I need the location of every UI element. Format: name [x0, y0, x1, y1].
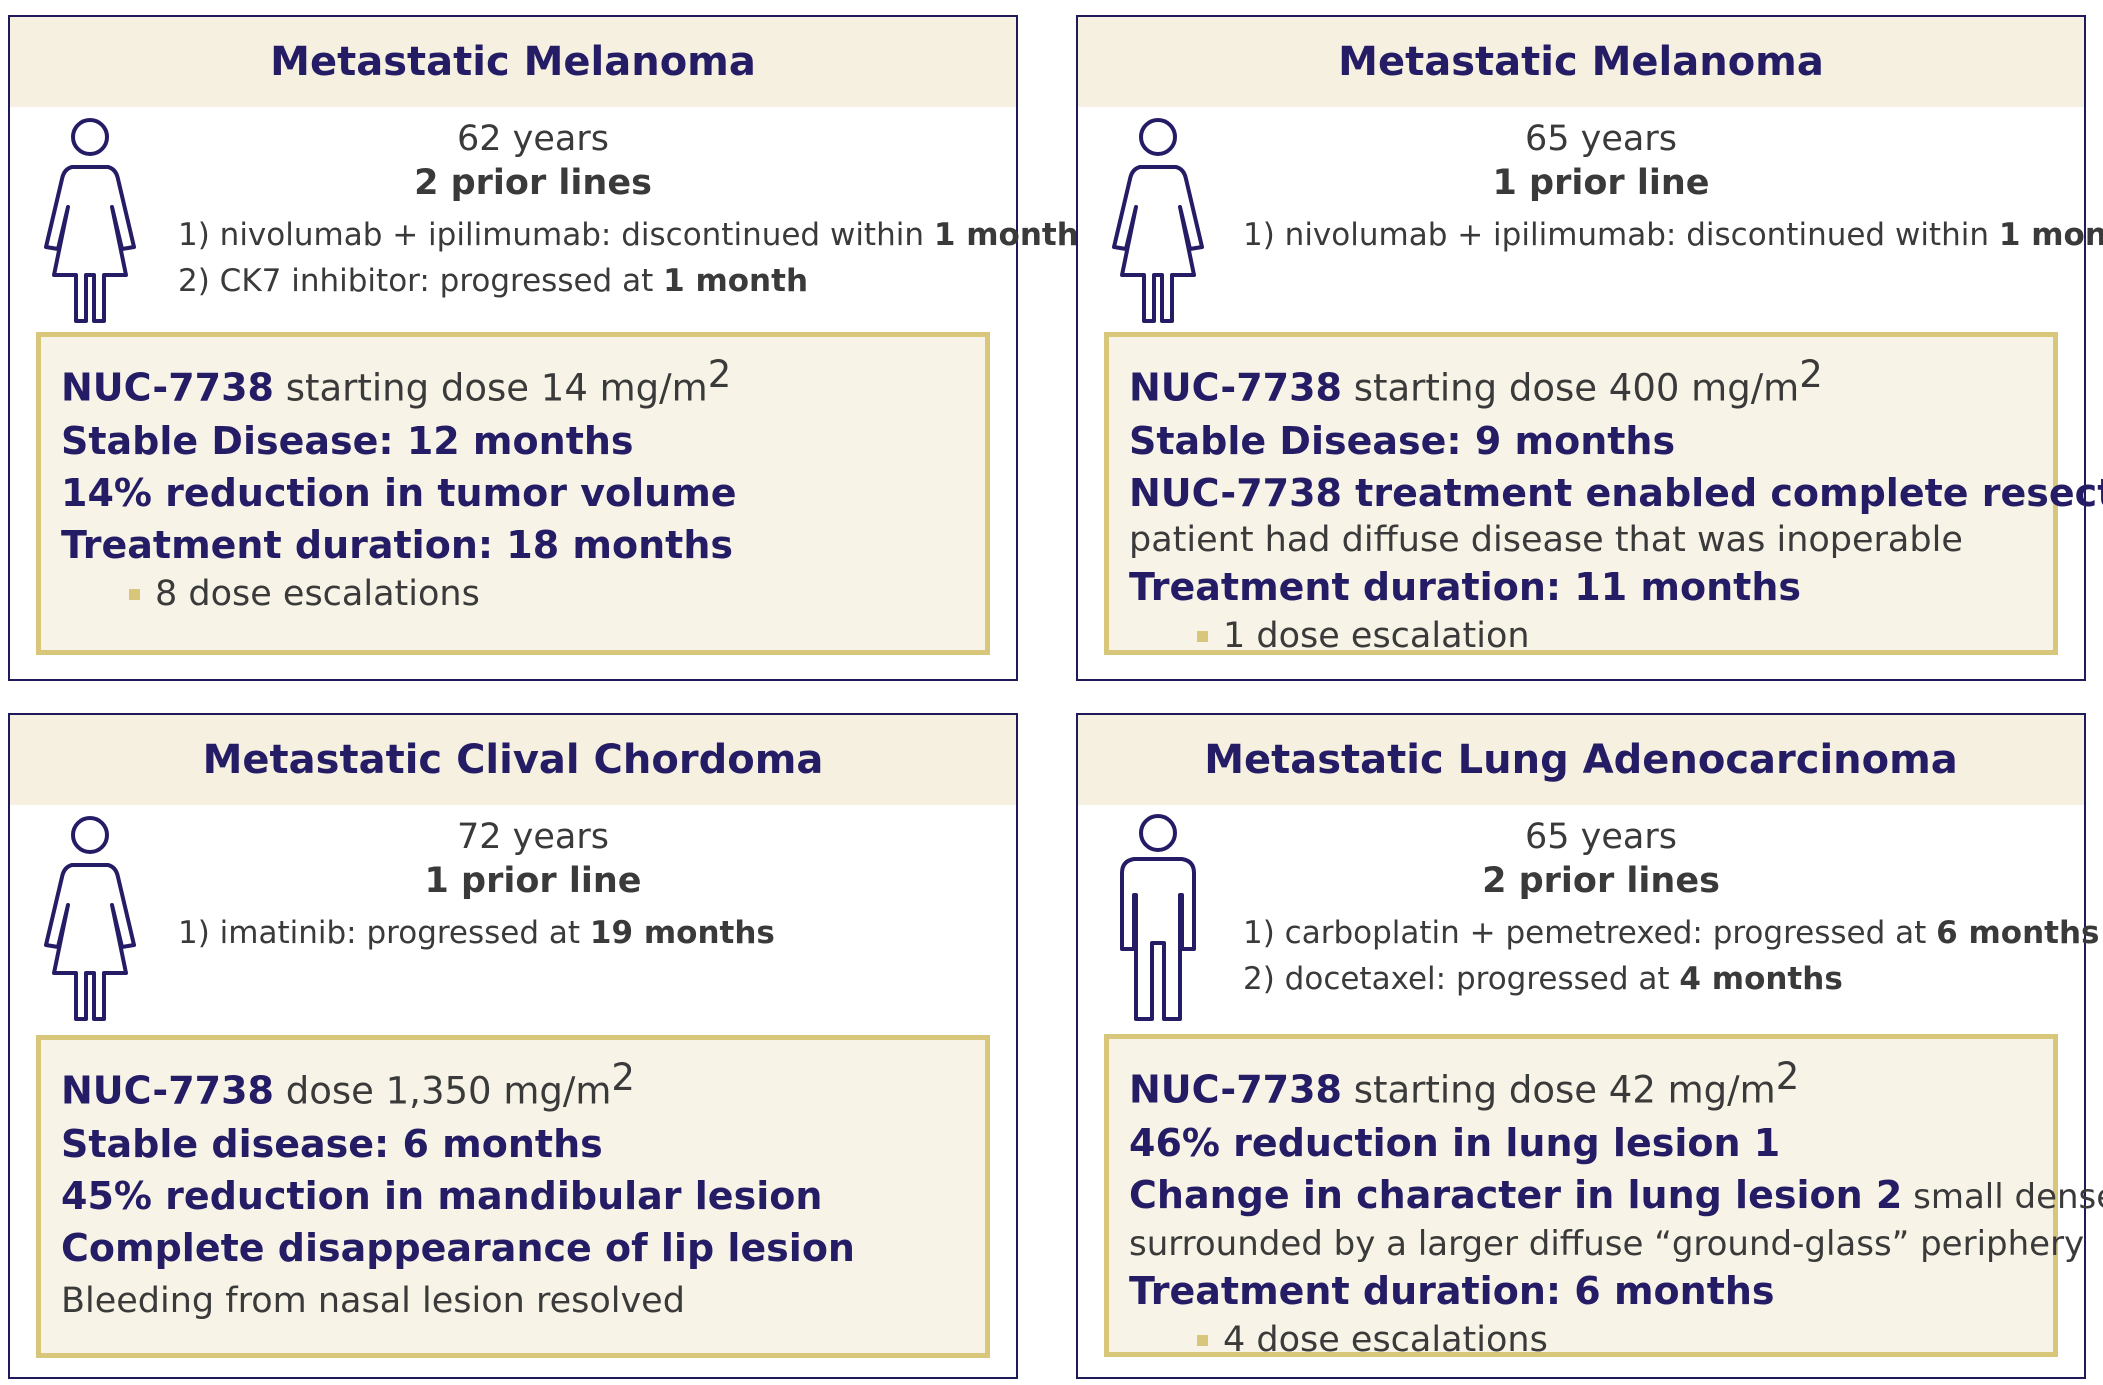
patient-age: 65 years	[1525, 119, 1677, 159]
patient-info: 65 years 2 prior lines 1) carboplatin + …	[1078, 805, 2100, 1025]
card-title: Metastatic Melanoma	[1078, 17, 2084, 107]
outcome-box: NUC-7738 starting dose 42 mg/m2 46% redu…	[1104, 1034, 2103, 1360]
dose-line: NUC-7738 starting dose 400 mg/m2	[1129, 353, 1823, 410]
result-line: 46% reduction in lung lesion 1	[1129, 1120, 1781, 1165]
prior-therapy-2: 2) CK7 inhibitor: progressed at 1 month	[178, 263, 809, 299]
dose-line: NUC-7738 dose 1,350 mg/m2	[61, 1056, 635, 1113]
case-card-lung-adenocarcinoma: Metastatic Lung Adenocarcinoma 65 years …	[1076, 713, 2103, 1379]
duration-line: Treatment duration: 11 months	[1129, 564, 1801, 609]
prior-therapy-1: 1) nivolumab + ipilimumab: discontinued …	[178, 217, 1079, 253]
card-title: Metastatic Clival Chordoma	[10, 715, 1016, 805]
duration-line: Treatment duration: 18 months	[61, 522, 733, 567]
prior-therapy-2: 2) docetaxel: progressed at 4 months	[1243, 961, 1843, 997]
female-figure-icon	[40, 115, 140, 325]
change-line: Change in character in lung lesion 2 sma…	[1129, 1172, 2103, 1217]
result-note: patient had diffuse disease that was ino…	[1129, 519, 1963, 560]
prior-lines-count: 2 prior lines	[1482, 861, 1720, 901]
change-note: surrounded by a larger diffuse “ground-g…	[1129, 1223, 2085, 1264]
prior-lines-count: 1 prior line	[424, 861, 642, 901]
dose-line: NUC-7738 starting dose 14 mg/m2	[61, 353, 732, 410]
prior-lines-count: 2 prior lines	[414, 163, 652, 203]
case-card-melanoma-1: Metastatic Melanoma 62 years 2 prior lin…	[8, 15, 1079, 681]
escalation-bullet: 1 dose escalation	[1129, 613, 2033, 659]
female-figure-icon	[40, 813, 140, 1023]
prior-lines-count: 1 prior line	[1492, 163, 1710, 203]
outcome-note: Bleeding from nasal lesion resolved	[61, 1280, 685, 1321]
outcome-box: NUC-7738 starting dose 400 mg/m2 Stable …	[1104, 332, 2103, 656]
patient-info: 62 years 2 prior lines 1) nivolumab + ip…	[10, 107, 1079, 327]
dose-line: NUC-7738 starting dose 42 mg/m2	[1129, 1055, 1800, 1112]
prior-therapy-1: 1) nivolumab + ipilimumab: discontinued …	[1243, 217, 2103, 253]
female-figure-icon	[1108, 115, 1208, 325]
duration-line: Treatment duration: 6 months	[1129, 1268, 1775, 1313]
patient-age: 72 years	[457, 817, 609, 857]
result-line: 45% reduction in mandibular lesion	[61, 1173, 823, 1218]
result-line: 14% reduction in tumor volume	[61, 470, 737, 515]
result-line: NUC-7738 treatment enabled complete rese…	[1129, 470, 2103, 515]
card-title: Metastatic Melanoma	[10, 17, 1016, 107]
case-card-melanoma-2: Metastatic Melanoma 65 years 1 prior lin…	[1076, 15, 2103, 681]
prior-therapy-1: 1) carboplatin + pemetrexed: progressed …	[1243, 915, 2100, 951]
patient-info: 65 years 1 prior line 1) nivolumab + ipi…	[1078, 107, 2103, 327]
patient-age: 65 years	[1525, 817, 1677, 857]
result-line: Stable disease: 6 months	[61, 1121, 603, 1166]
prior-therapy-1: 1) imatinib: progressed at 19 months	[178, 915, 775, 951]
male-figure-icon	[1108, 813, 1208, 1023]
outcome-box: NUC-7738 dose 1,350 mg/m2 Stable disease…	[36, 1035, 990, 1358]
result-line: Complete disappearance of lip lesion	[61, 1225, 855, 1270]
result-line: Stable Disease: 12 months	[61, 418, 634, 463]
outcome-box: NUC-7738 starting dose 14 mg/m2 Stable D…	[36, 332, 990, 655]
patient-info: 72 years 1 prior line 1) imatinib: progr…	[10, 805, 1016, 1025]
patient-age: 62 years	[457, 119, 609, 159]
escalation-bullet: 4 dose escalations	[1129, 1317, 2033, 1363]
case-card-chordoma: Metastatic Clival Chordoma 72 years 1 pr…	[8, 713, 1018, 1379]
card-title: Metastatic Lung Adenocarcinoma	[1078, 715, 2084, 805]
escalation-bullet: 8 dose escalations	[61, 571, 965, 617]
result-line: Stable Disease: 9 months	[1129, 418, 1676, 463]
